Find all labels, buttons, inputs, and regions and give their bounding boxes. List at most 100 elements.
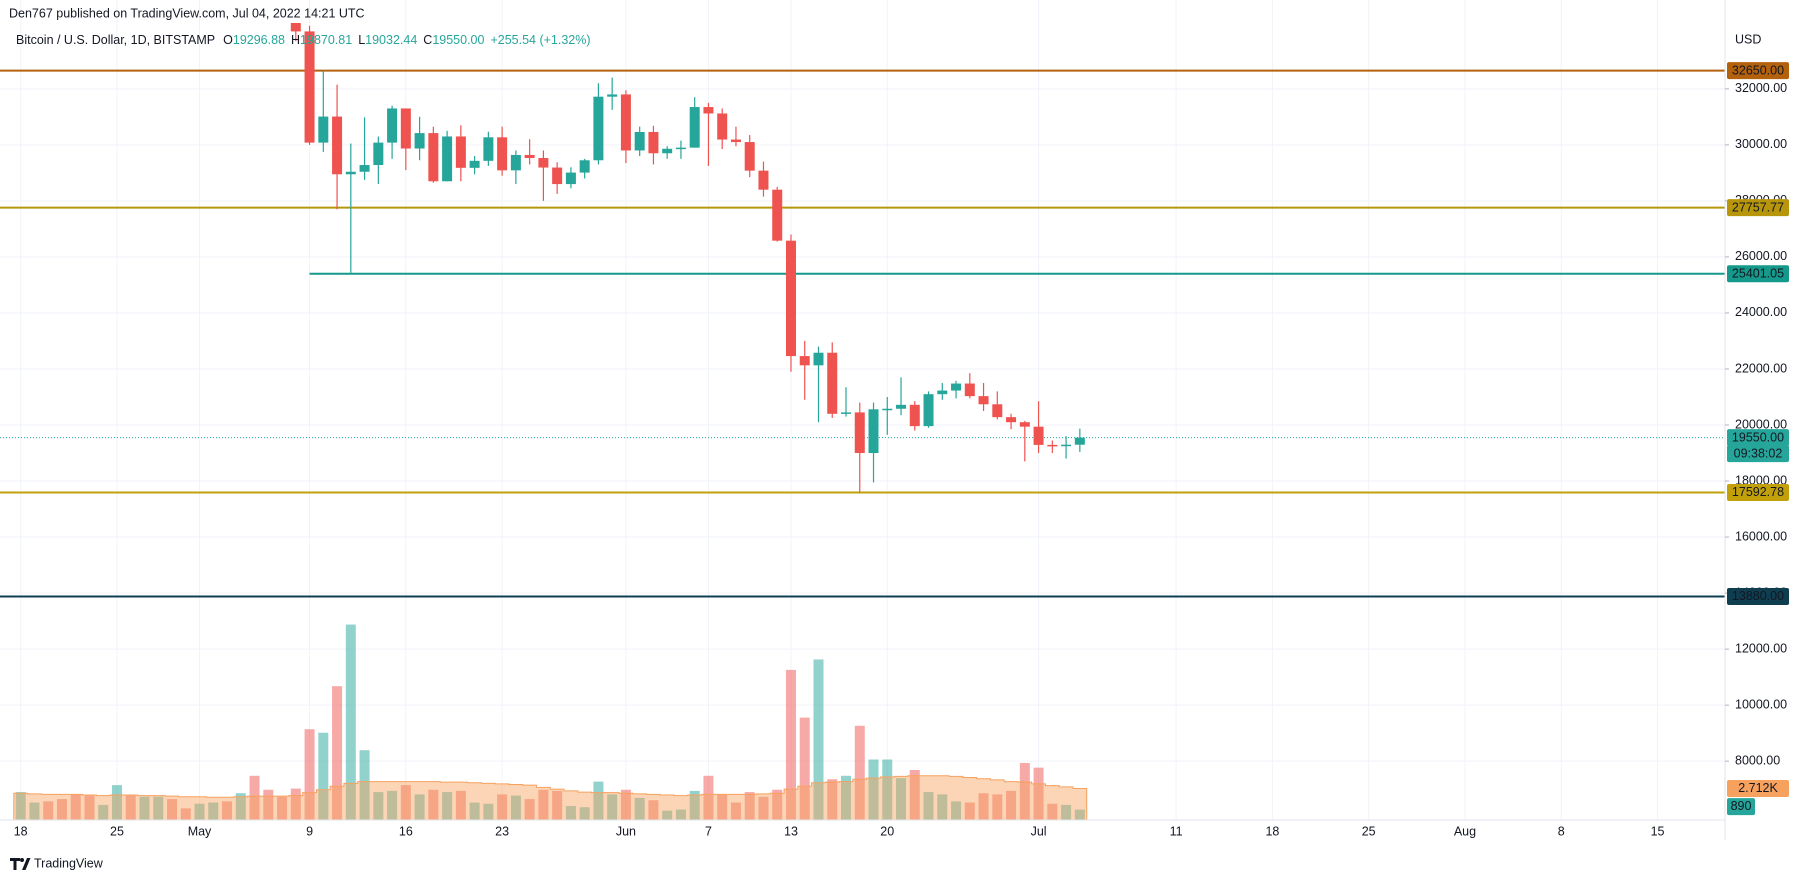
legend-key: H	[291, 33, 300, 47]
candle-body	[827, 352, 838, 414]
volume-bar	[497, 794, 508, 820]
volume-bar	[909, 769, 920, 820]
candle-body	[538, 158, 549, 168]
candle-body	[469, 160, 480, 168]
volume-bar	[332, 686, 343, 820]
candle-body	[648, 131, 659, 154]
volume-bar	[373, 792, 384, 820]
candle-body	[565, 172, 576, 185]
axes: 8000.0010000.0012000.0014000.0016000.001…	[14, 81, 1787, 838]
y-tick-label: 18000.00	[1735, 473, 1787, 487]
candle-body	[923, 394, 934, 427]
candle-body	[1006, 417, 1017, 423]
volume-bar	[785, 669, 796, 820]
volume-bar	[607, 794, 618, 820]
volume-bar	[868, 759, 879, 820]
candle-body	[964, 383, 975, 397]
level-label: 17592.78	[1732, 485, 1784, 499]
volume-bar	[387, 790, 398, 820]
volume-bar	[937, 794, 948, 820]
last-price-label: 19550.00	[1732, 430, 1784, 444]
x-tick-label: 16	[399, 824, 413, 838]
volume-bar	[882, 759, 893, 820]
axis-labels: 32650.00 27757.77 25401.05 17592.78 13880.00…	[1727, 62, 1789, 816]
x-tick-label: 20	[880, 824, 894, 838]
volume-bar	[662, 810, 673, 820]
y-tick-label: 20000.00	[1735, 417, 1787, 431]
candle-body	[813, 352, 824, 366]
volume-bar	[648, 800, 659, 820]
candle-body	[841, 412, 851, 414]
candle-body	[758, 170, 769, 190]
volume-bar	[290, 788, 301, 820]
x-tick-label: 9	[306, 824, 313, 838]
x-tick-label: 18	[1265, 824, 1279, 838]
volume-label: 890	[1731, 799, 1752, 813]
volume-bar	[400, 785, 411, 820]
volume-bar	[70, 794, 81, 820]
volume-bar	[483, 803, 494, 820]
legend-key: C	[423, 33, 432, 47]
volume-pane	[13, 624, 1088, 820]
y-tick-label: 24000.00	[1735, 305, 1787, 319]
candle-body	[607, 94, 618, 97]
volume-bar	[1033, 767, 1044, 820]
levels	[0, 69, 1725, 598]
volume-bar	[689, 790, 700, 820]
countdown-label: 09:38:02	[1734, 446, 1783, 460]
x-tick-label: 25	[1362, 824, 1376, 838]
candle-body	[620, 94, 631, 151]
countdown-label-box	[1727, 445, 1789, 463]
candle-body	[992, 404, 1003, 418]
volume-bar	[29, 802, 40, 820]
legend-value: 19296.88	[233, 33, 285, 47]
candle-body	[497, 137, 508, 171]
level-label: 25401.05	[1732, 266, 1784, 280]
candle-body	[593, 96, 604, 161]
volume-bar	[703, 775, 714, 820]
level-label: 13880.00	[1732, 589, 1784, 603]
level-label: 27757.77	[1732, 200, 1784, 214]
candle-body	[703, 107, 714, 114]
volume-bar	[1061, 804, 1072, 820]
x-tick-label: 25	[110, 824, 124, 838]
volume-bar	[414, 794, 425, 820]
level-label-box	[1727, 199, 1789, 217]
volume-bar	[634, 797, 645, 820]
volume-bar	[56, 799, 67, 820]
legend-key: O	[223, 33, 233, 47]
candle-body	[882, 408, 893, 411]
published-line: Den767 published on TradingView.com, Jul…	[9, 6, 365, 20]
footer-logo	[10, 858, 31, 870]
candle-body	[290, 23, 301, 32]
volume-bar	[180, 808, 191, 820]
volume-bar	[222, 801, 233, 820]
candle-body	[854, 412, 865, 454]
volume-bar	[469, 802, 480, 820]
legend-value: 19550.00	[432, 33, 484, 47]
candle-body	[304, 31, 315, 143]
x-tick-label: 18	[14, 824, 28, 838]
y-tick-label: 30000.00	[1735, 137, 1787, 151]
volume-bar	[799, 717, 810, 820]
candle-body	[744, 142, 755, 171]
candle-body	[373, 142, 384, 166]
volume-bar	[565, 806, 576, 820]
candle-body	[1047, 444, 1058, 447]
x-tick-label: 13	[784, 824, 798, 838]
volume-bar	[208, 802, 219, 820]
candle-body	[662, 148, 673, 154]
y-tick-label: 22000.00	[1735, 361, 1787, 375]
volume-bar	[813, 659, 824, 820]
volume-bar	[194, 803, 205, 820]
legend-key: L	[358, 33, 365, 47]
legend-value: 19032.44	[365, 33, 417, 47]
volume-bar	[1019, 762, 1030, 820]
candle-body	[552, 167, 563, 185]
legend-value: 19870.81	[300, 33, 352, 47]
level-label-box	[1727, 265, 1789, 283]
x-tick-label: Aug	[1454, 824, 1476, 838]
level-label-box	[1727, 62, 1789, 80]
level-label-box	[1727, 587, 1789, 605]
